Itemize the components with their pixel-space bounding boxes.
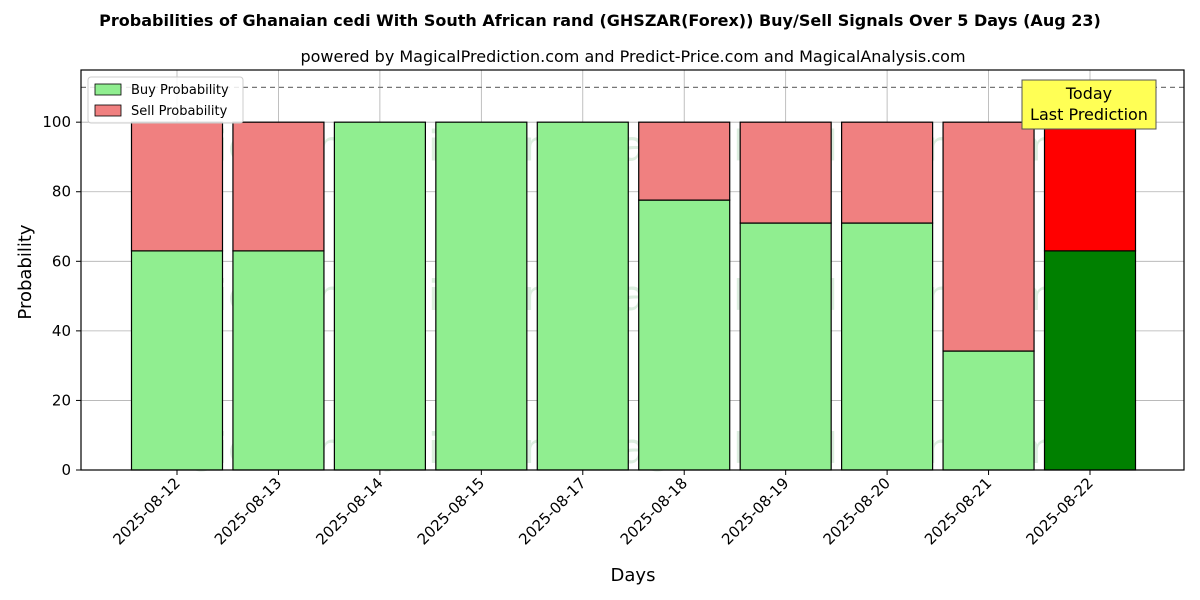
sell-bar: [638, 121, 731, 201]
x-axis-label: Days: [611, 565, 656, 586]
sell-bar: [942, 121, 1035, 352]
annotation-line-2: Last Prediction: [1030, 105, 1148, 124]
buy-bar: [435, 121, 528, 471]
bars: [130, 121, 1137, 471]
today-annotation: Today Last Prediction: [1021, 79, 1157, 130]
sell-bar: [739, 121, 832, 224]
y-tick-label: 80: [52, 183, 71, 201]
x-tick-label: 2025-08-19: [718, 474, 792, 548]
annotation-line-1: Today: [1065, 84, 1112, 103]
x-tick-label: 2025-08-18: [617, 474, 691, 548]
x-tick-label: 2025-08-15: [414, 474, 488, 548]
x-tick-label: 2025-08-22: [1022, 474, 1096, 548]
legend-swatch-sell: [94, 104, 122, 117]
legend-swatch-buy: [94, 83, 122, 96]
x-tick-label: 2025-08-12: [109, 474, 183, 548]
buy-bar: [942, 350, 1035, 471]
x-tick-label: 2025-08-21: [921, 474, 995, 548]
chart-title: Probabilities of Ghanaian cedi With Sout…: [99, 11, 1101, 30]
sell-bar: [232, 121, 325, 252]
buy-bar: [130, 250, 224, 471]
x-tick-label: 2025-08-20: [820, 474, 894, 548]
sell-bar: [1043, 121, 1137, 252]
sell-bar: [841, 121, 934, 224]
legend-label-buy: Buy Probability: [131, 83, 229, 98]
plot-frame: [80, 69, 1185, 471]
x-tick-label: 2025-08-13: [211, 474, 285, 548]
chart-subtitle: powered by MagicalPrediction.com and Pre…: [300, 47, 965, 66]
y-tick-label: 20: [52, 391, 71, 409]
y-tick-label: 100: [42, 113, 71, 131]
buy-bar: [841, 222, 934, 471]
legend-box: [87, 76, 244, 124]
buy-bar: [638, 199, 731, 471]
x-tick-label: 2025-08-14: [312, 474, 386, 548]
annotation-box: [1021, 79, 1157, 130]
y-tick-label: 0: [61, 461, 71, 479]
y-tick-label: 40: [52, 322, 71, 340]
y-axis-label: Probability: [15, 224, 36, 319]
buy-bar: [232, 250, 325, 471]
sell-bar: [130, 121, 224, 252]
legend: Buy Probability Sell Probability: [87, 76, 244, 124]
buy-bar: [1043, 250, 1137, 471]
buy-bar: [333, 121, 426, 471]
buy-bar: [739, 222, 832, 471]
legend-label-sell: Sell Probability: [131, 104, 228, 119]
buy-bar: [536, 121, 629, 471]
y-tick-label: 60: [52, 252, 71, 270]
x-tick-label: 2025-08-17: [515, 474, 589, 548]
